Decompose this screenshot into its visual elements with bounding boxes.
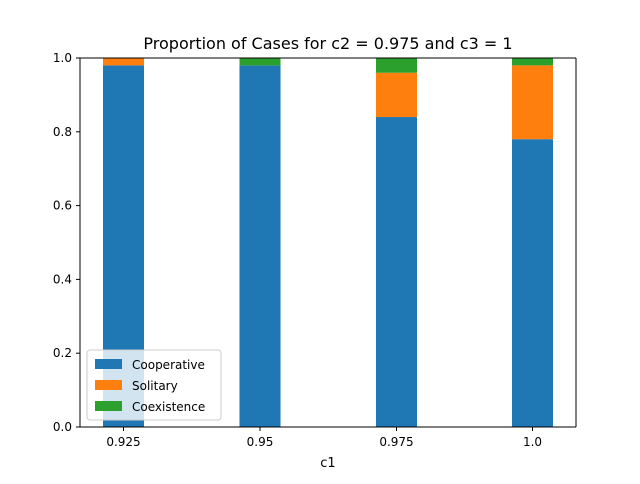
x-tick-label: 0.925 xyxy=(106,435,140,449)
bar-coexistence-3 xyxy=(512,58,553,66)
bars-layer xyxy=(103,58,553,427)
bar-solitary-2 xyxy=(376,72,417,118)
x-tick-label: 0.975 xyxy=(379,435,413,449)
bar-solitary-0 xyxy=(103,58,144,66)
bar-solitary-3 xyxy=(512,65,553,140)
y-tick-label: 0.2 xyxy=(53,346,72,360)
y-tick-label: 1.0 xyxy=(53,51,72,65)
y-tick-label: 0.8 xyxy=(53,125,72,139)
legend-label-solitary: Solitary xyxy=(132,379,178,393)
legend-swatch-cooperative xyxy=(95,359,122,369)
x-axis-label: c1 xyxy=(320,456,335,471)
y-tick-label: 0.0 xyxy=(53,420,72,434)
x-tick-label: 1.0 xyxy=(523,435,542,449)
y-tick-label: 0.6 xyxy=(53,199,72,213)
bar-cooperative-3 xyxy=(512,139,553,427)
legend-swatch-solitary xyxy=(95,380,122,390)
legend: Cooperative Solitary Coexistence xyxy=(86,349,222,421)
y-tick-label: 0.4 xyxy=(53,272,72,286)
legend-swatch-coexistence xyxy=(95,401,122,411)
chart-title: Proportion of Cases for c2 = 0.975 and c… xyxy=(143,34,512,53)
bar-cooperative-2 xyxy=(376,117,417,427)
axes-layer: 0.0 0.2 0.4 0.6 0.8 1.0 0.925 0.95 0.975 1.0 xyxy=(53,51,577,449)
legend-label-cooperative: Cooperative xyxy=(132,358,205,372)
bar-coexistence-2 xyxy=(376,58,417,73)
bar-coexistence-1 xyxy=(239,58,281,66)
bar-cooperative-1 xyxy=(239,65,281,427)
legend-label-coexistence: Coexistence xyxy=(132,400,205,414)
x-tick-label: 0.95 xyxy=(247,435,274,449)
